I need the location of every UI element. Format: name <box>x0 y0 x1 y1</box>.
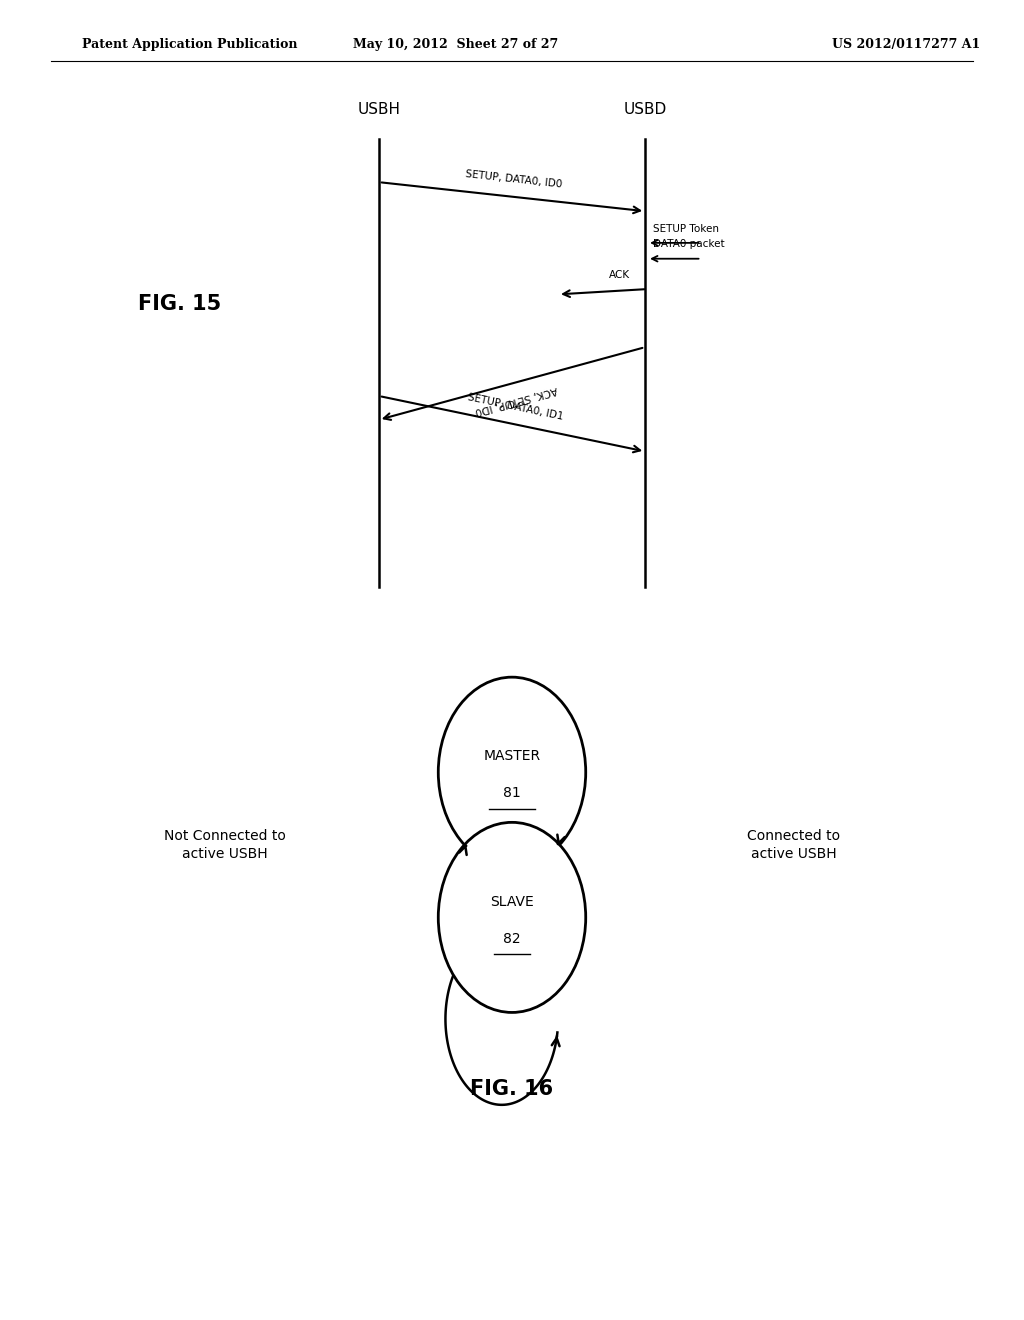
Text: SETUP, DATA0, ID1: SETUP, DATA0, ID1 <box>467 392 564 422</box>
Text: FIG. 15: FIG. 15 <box>137 293 221 314</box>
Circle shape <box>438 822 586 1012</box>
Text: 82: 82 <box>503 932 521 945</box>
Text: USBD: USBD <box>624 103 667 117</box>
Text: 81: 81 <box>503 787 521 800</box>
Text: ACK, SETUP, ID0: ACK, SETUP, ID0 <box>474 384 559 416</box>
Text: US 2012/0117277 A1: US 2012/0117277 A1 <box>833 38 980 51</box>
Text: May 10, 2012  Sheet 27 of 27: May 10, 2012 Sheet 27 of 27 <box>353 38 558 51</box>
Circle shape <box>438 677 586 867</box>
Text: SETUP Token: SETUP Token <box>653 223 719 234</box>
Text: ACK: ACK <box>609 269 630 280</box>
Text: Patent Application Publication: Patent Application Publication <box>82 38 297 51</box>
Text: SETUP, DATA0, ID0: SETUP, DATA0, ID0 <box>465 169 563 190</box>
Text: Connected to
active USBH: Connected to active USBH <box>748 829 840 861</box>
Text: USBH: USBH <box>357 103 400 117</box>
Text: DATA0 packet: DATA0 packet <box>653 239 725 249</box>
Text: FIG. 16: FIG. 16 <box>470 1078 554 1100</box>
Text: SLAVE: SLAVE <box>490 895 534 908</box>
Text: MASTER: MASTER <box>483 750 541 763</box>
Text: Not Connected to
active USBH: Not Connected to active USBH <box>164 829 287 861</box>
